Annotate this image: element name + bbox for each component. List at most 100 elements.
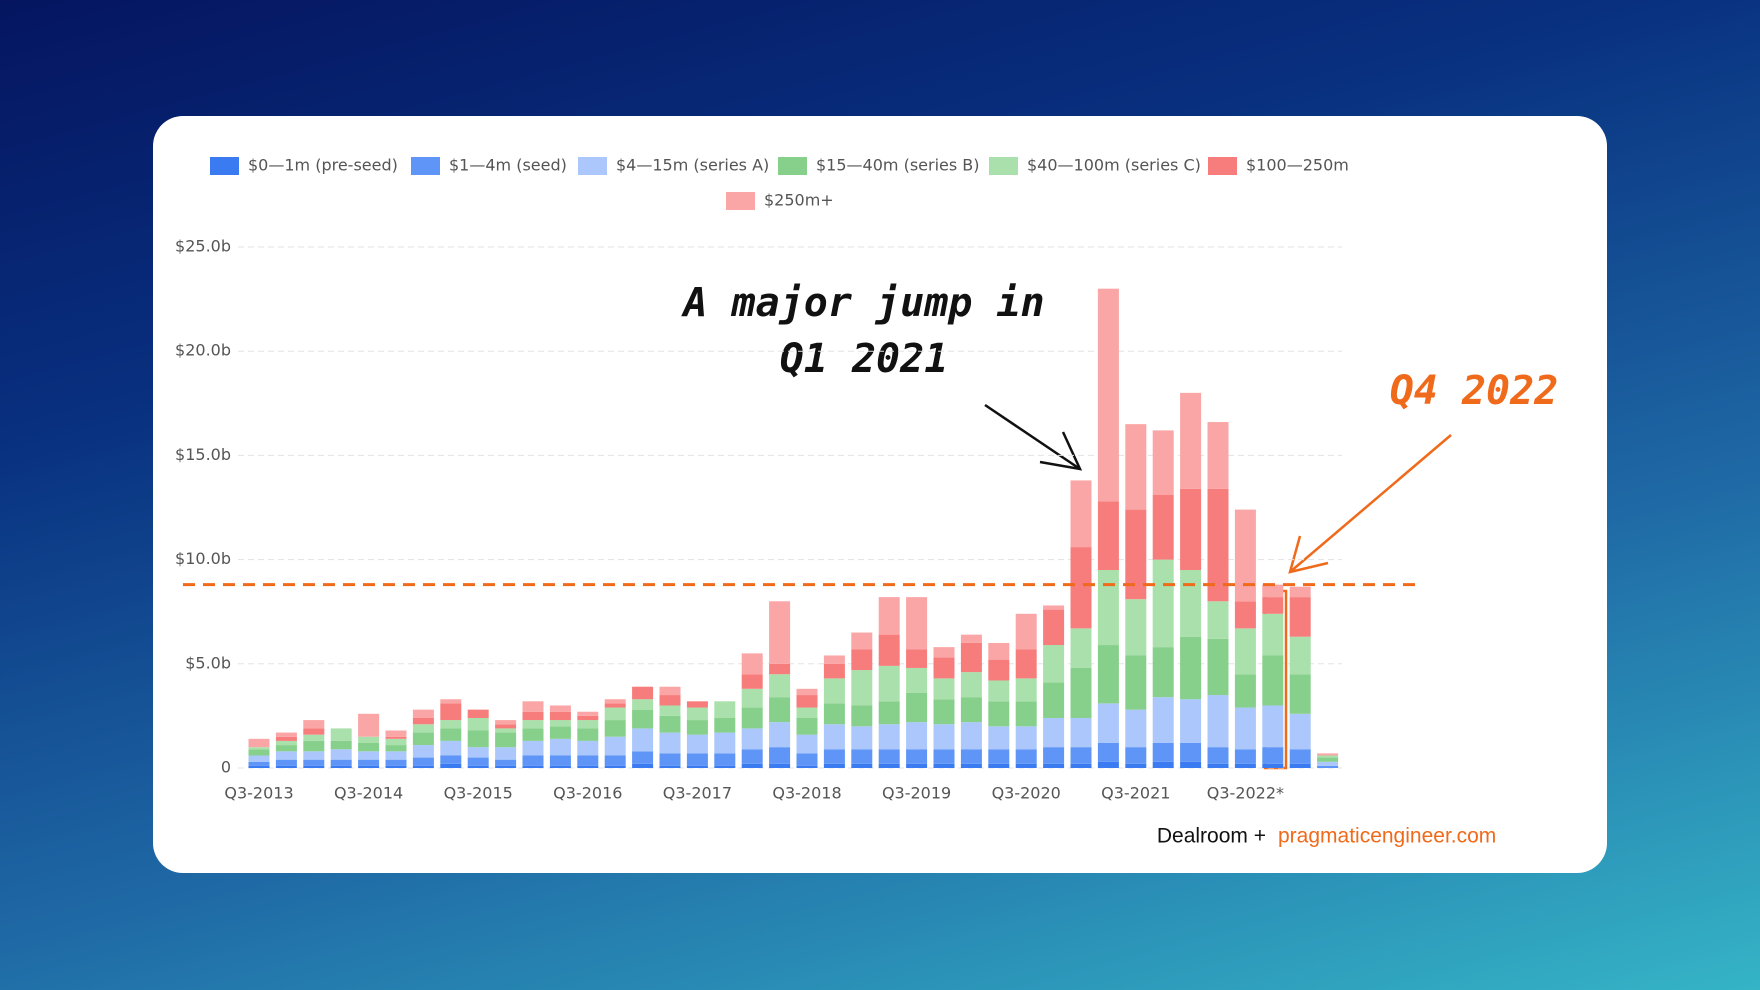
- bar-segment: [1015, 649, 1037, 679]
- x-tick-label: Q3-2013: [224, 784, 293, 803]
- bar-segment: [385, 751, 407, 760]
- legend-label: $1—4m (seed): [449, 156, 567, 175]
- bar-segment: [1180, 761, 1202, 768]
- y-tick-label: 0: [221, 758, 231, 777]
- bar-segment: [823, 678, 845, 704]
- legend-swatch: [1208, 157, 1237, 175]
- x-tick-label: Q3-2018: [772, 784, 841, 803]
- bar-segment: [303, 728, 325, 735]
- bar-segment: [358, 742, 380, 752]
- bar-segment: [1207, 638, 1229, 696]
- bar-segment: [796, 765, 818, 768]
- bar-segment: [440, 740, 462, 756]
- bar-segment: [495, 759, 517, 766]
- bar-segment: [741, 749, 763, 764]
- bar-segment: [960, 697, 982, 723]
- bar-segment: [495, 765, 517, 768]
- bar-segment: [248, 749, 270, 756]
- bar-segment: [1289, 713, 1311, 750]
- bar-segment: [1043, 682, 1065, 718]
- bar-segment: [577, 715, 599, 721]
- bar-segment: [686, 707, 708, 721]
- bar-segment: [851, 649, 873, 671]
- bar-segment: [1070, 628, 1092, 668]
- bar-segment: [769, 763, 791, 768]
- bar-segment: [549, 711, 571, 721]
- bar-segment: [823, 703, 845, 725]
- bar-segment: [659, 732, 681, 754]
- bar-segment: [960, 749, 982, 764]
- bar-segment: [412, 732, 434, 746]
- bar-segment: [385, 730, 407, 737]
- bar-segment: [714, 701, 736, 718]
- bar-segment: [741, 688, 763, 708]
- bar-segment: [1262, 763, 1284, 768]
- x-tick-label: Q3-2022*: [1207, 784, 1284, 803]
- bar-segment: [1317, 765, 1339, 768]
- bar-segment: [1207, 488, 1229, 602]
- bar-segment: [604, 707, 626, 721]
- bar-segment: [632, 699, 654, 710]
- bar-segment: [741, 674, 763, 689]
- bar-segment: [960, 672, 982, 698]
- bar-segment: [1043, 717, 1065, 748]
- bar-segment: [686, 753, 708, 766]
- bar-segment: [1180, 488, 1202, 571]
- bar-segment: [1289, 597, 1311, 637]
- bar-segment: [933, 763, 955, 768]
- bar-segment: [1262, 597, 1284, 614]
- bar-segment: [549, 755, 571, 766]
- x-tick-label: Q3-2014: [334, 784, 403, 803]
- bar-segment: [467, 717, 489, 731]
- bar-segment: [1180, 392, 1202, 489]
- bar-segment: [796, 734, 818, 754]
- bar-segment: [659, 705, 681, 716]
- bar-segment: [330, 740, 352, 750]
- bar-segment: [549, 765, 571, 768]
- bar-segment: [577, 755, 599, 766]
- bar-segment: [823, 749, 845, 764]
- bar-segment: [1152, 430, 1174, 495]
- bar-segment: [1180, 636, 1202, 700]
- bar-segment: [1015, 749, 1037, 764]
- bar-segment: [412, 745, 434, 758]
- bar-segment: [906, 749, 928, 764]
- legend-label: $100—250m: [1246, 156, 1349, 175]
- legend-label: $250m+: [764, 191, 834, 210]
- bar-segment: [522, 740, 544, 756]
- bar-segment: [686, 734, 708, 754]
- bar-segment: [933, 647, 955, 658]
- bar-segment: [440, 763, 462, 768]
- bar-segment: [1234, 509, 1256, 602]
- bar-segment: [988, 726, 1010, 750]
- bar-segment: [1043, 645, 1065, 683]
- bar-segment: [549, 726, 571, 739]
- bar-segment: [1015, 763, 1037, 768]
- bar-segment: [769, 697, 791, 723]
- bar-segment: [440, 728, 462, 741]
- bar-segment: [1015, 678, 1037, 702]
- bar-segment: [275, 736, 297, 741]
- bar-segment: [1207, 763, 1229, 768]
- bar-segment: [769, 722, 791, 748]
- bar-segment: [1207, 422, 1229, 489]
- bar-segment: [796, 707, 818, 718]
- bar-segment: [1043, 605, 1065, 610]
- bar-segment: [851, 705, 873, 727]
- bar-segment: [495, 747, 517, 760]
- bar-segment: [604, 765, 626, 768]
- bar-segment: [303, 734, 325, 741]
- annotation: Q1 2021: [780, 336, 949, 382]
- bar-segment: [878, 634, 900, 666]
- bar-segment: [1070, 667, 1092, 718]
- bar-segment: [796, 717, 818, 735]
- bar-segment: [823, 724, 845, 750]
- bar-segment: [906, 692, 928, 723]
- bar-segment: [1152, 742, 1174, 762]
- bar-segment: [385, 745, 407, 752]
- bar-segment: [1262, 613, 1284, 656]
- y-tick-label: $15.0b: [175, 445, 231, 464]
- bar-segment: [549, 705, 571, 712]
- bar-segment: [549, 720, 571, 727]
- bar-segment: [1043, 763, 1065, 768]
